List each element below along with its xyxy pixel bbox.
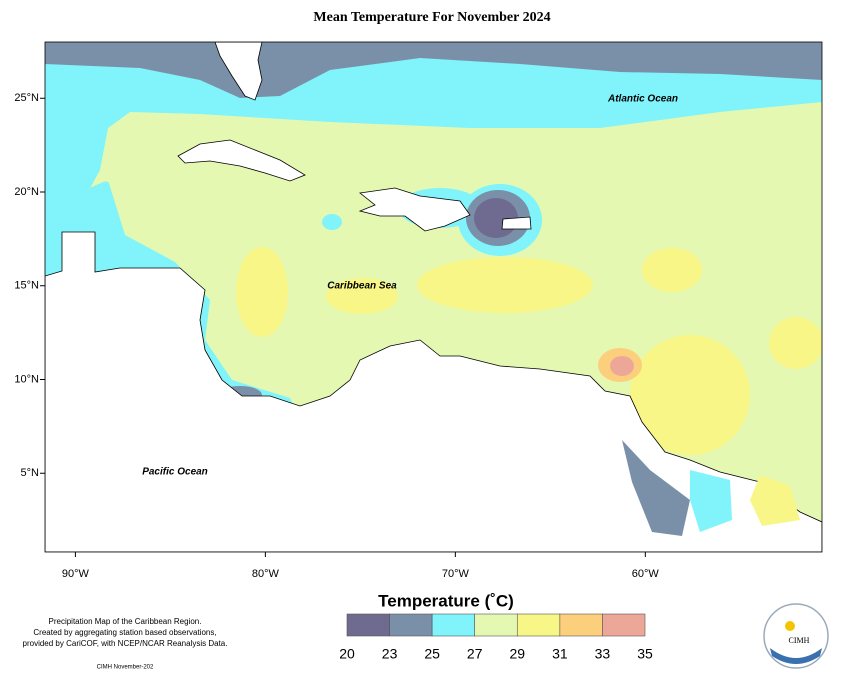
- logo-ring: [763, 603, 829, 669]
- legend-swatch: [474, 613, 518, 637]
- field-zone: [769, 317, 822, 369]
- y-tick-label: 10°N: [14, 373, 39, 385]
- place-label: Atlantic Ocean: [607, 94, 678, 105]
- field-zone: [417, 257, 593, 313]
- field-zone: [642, 248, 702, 292]
- note: Created by aggregating station based obs…: [33, 628, 216, 637]
- legend-tick-label: 27: [467, 646, 483, 662]
- place-label: Caribbean Sea: [327, 281, 397, 292]
- field-zone: [322, 214, 342, 230]
- logo-text: CIMH: [789, 636, 810, 645]
- legend-tick-label: 25: [424, 646, 440, 662]
- map-title: Mean Temperature For November 2024: [313, 10, 550, 25]
- legend-tick-label: 35: [637, 646, 653, 662]
- field-zone: [100, 160, 130, 185]
- x-tick-label: 80°W: [252, 568, 280, 580]
- y-tick-label: 15°N: [14, 280, 39, 292]
- field-zone: [622, 440, 690, 536]
- field-zone: [236, 247, 288, 337]
- logo-wave: [770, 648, 822, 664]
- legend-swatch: [559, 613, 603, 637]
- y-tick-label: 5°N: [21, 467, 40, 479]
- land: [177, 139, 306, 182]
- legend-swatch: [389, 613, 433, 637]
- logo: CIMH: [763, 603, 829, 669]
- y-tick-label: 25°N: [14, 92, 39, 104]
- note: Precipitation Map of the Caribbean Regio…: [49, 617, 202, 626]
- legend-tick-label: 33: [595, 646, 611, 662]
- legend-swatch: [602, 613, 646, 637]
- note: provided by CariCOF, with NCEP/NCAR Rean…: [23, 639, 228, 648]
- legend-swatch: [431, 613, 476, 637]
- x-tick-label: 60°W: [632, 568, 660, 580]
- y-tick-label: 20°N: [14, 186, 39, 198]
- temperature-field: [45, 42, 822, 552]
- legend-tick-label: 29: [509, 646, 525, 662]
- place-label: Pacific Ocean: [142, 467, 208, 478]
- legend-tick-label: 31: [552, 646, 568, 662]
- x-tick-label: 90°W: [62, 568, 90, 580]
- field-zone: [750, 475, 800, 526]
- field-zone: [326, 278, 398, 314]
- field-zone: [690, 470, 732, 532]
- legend-tick-label: 20: [339, 646, 355, 662]
- legend-title: Temperature (˚C): [378, 591, 514, 610]
- credit: CIMH November-202: [97, 665, 154, 671]
- land: [214, 42, 263, 101]
- land: [45, 231, 822, 552]
- land: [501, 216, 532, 230]
- legend-swatch: [346, 613, 390, 637]
- field-zone: [610, 356, 634, 376]
- plot-frame: [44, 41, 823, 553]
- logo-sun: [785, 621, 795, 631]
- legend-tick-label: 23: [382, 646, 398, 662]
- legend-swatch: [516, 613, 561, 637]
- field-zone: [630, 335, 750, 455]
- x-tick-label: 70°W: [442, 568, 470, 580]
- land: [358, 187, 471, 232]
